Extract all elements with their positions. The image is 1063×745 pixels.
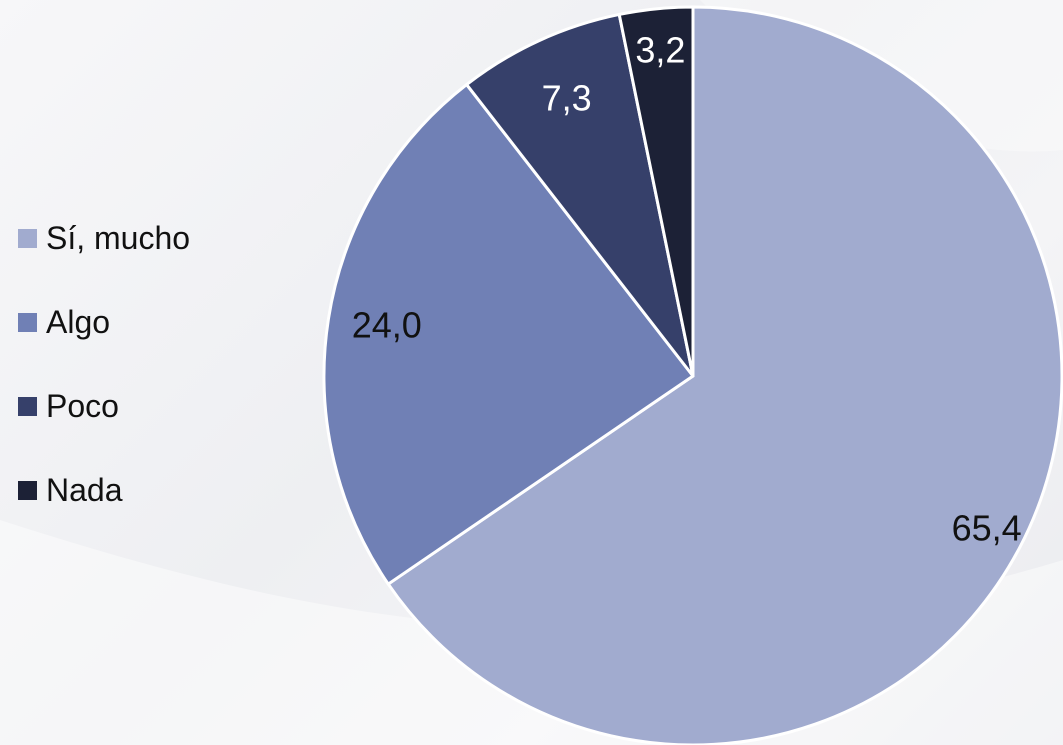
data-label-poco: 7,3 (542, 78, 592, 119)
pie-slice-nada (617, 5, 695, 378)
data-label-si-mucho: 65,4 (952, 508, 1022, 549)
legend-item-poco: Poco (18, 384, 278, 428)
legend-item-algo: Algo (18, 300, 278, 344)
legend-item-si-mucho: Sí, mucho (18, 216, 278, 260)
legend-swatch-algo (18, 312, 37, 332)
legend-label-si-mucho: Sí, mucho (46, 219, 191, 256)
legend-label-nada: Nada (46, 471, 123, 508)
chart-legend: Sí, mucho Algo Poco Nada (18, 216, 278, 512)
legend-swatch-nada (18, 480, 37, 500)
data-label-algo: 24,0 (352, 304, 422, 345)
legend-swatch-si-mucho (18, 228, 37, 248)
legend-label-algo: Algo (46, 303, 111, 340)
data-label-nada: 3,2 (635, 29, 685, 70)
legend-swatch-poco (18, 396, 37, 416)
pie-slice-si-mucho (386, 5, 1063, 745)
legend-label-poco: Poco (46, 387, 119, 424)
legend-item-nada: Nada (18, 468, 278, 512)
pie-slice-algo (322, 83, 695, 586)
